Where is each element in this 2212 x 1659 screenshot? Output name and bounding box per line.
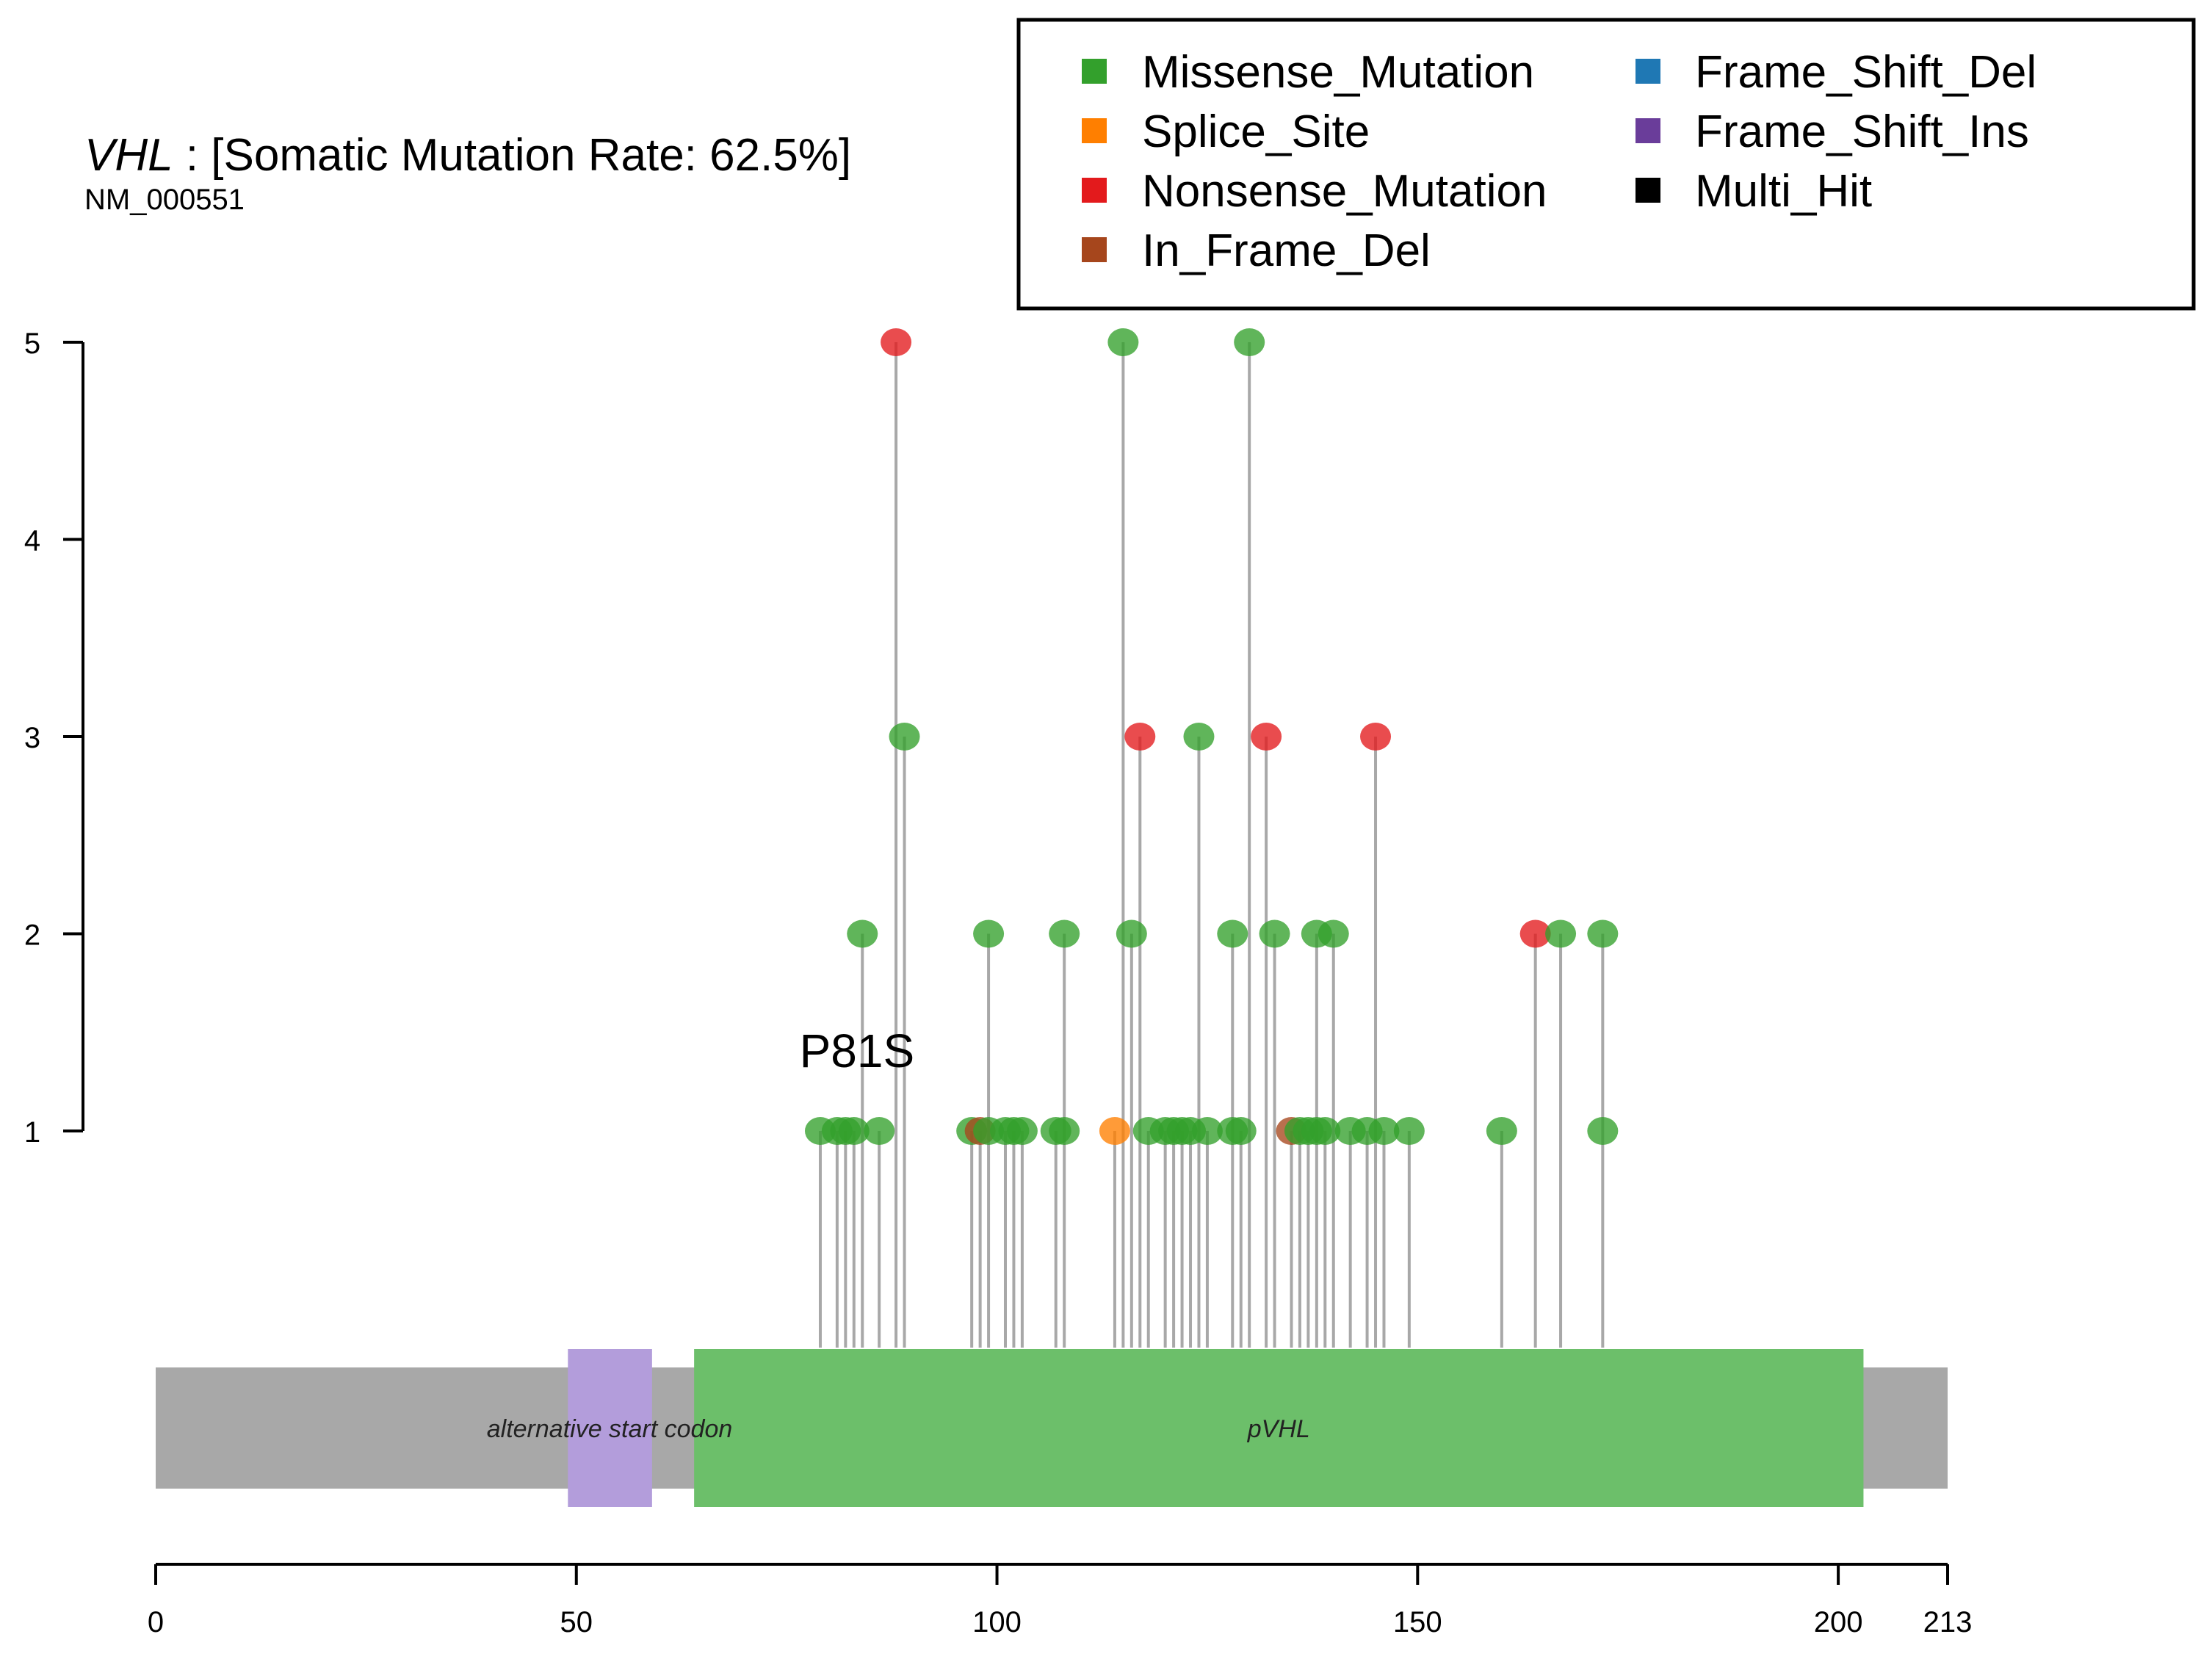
mutation-point [1251, 723, 1282, 751]
mutation-point [1259, 919, 1290, 948]
mutation-point [1393, 1117, 1425, 1145]
legend-label: Frame_Shift_Del [1695, 47, 2036, 98]
mutation-point [1124, 723, 1156, 751]
chart-title: VHL : [Somatic Mutation Rate: 62.5%] [84, 130, 851, 181]
mutation-point [1587, 919, 1619, 948]
x-axis: 0 50 100 150 200 213 [148, 1563, 1973, 1638]
protein-domain [694, 1349, 1864, 1507]
x-tick-label: 150 [1393, 1606, 1442, 1638]
domain-label: pVHL [1247, 1415, 1310, 1443]
legend-swatch [1635, 178, 1660, 203]
mutation-point [1234, 328, 1265, 356]
legend-label: Multi_Hit [1695, 166, 1872, 217]
mutation-point [1545, 919, 1577, 948]
legend-swatch [1082, 118, 1107, 143]
mutation-point [1116, 919, 1147, 948]
title-suffix: : [Somatic Mutation Rate: 62.5%] [173, 130, 852, 181]
y-axis: 1 2 3 4 5 [24, 328, 84, 1149]
stems [818, 342, 1605, 1348]
x-tick-label: 200 [1814, 1606, 1863, 1638]
x-tick-label: 0 [148, 1606, 164, 1638]
points [804, 328, 1619, 1145]
protein-track: alternative start codon pVHL [156, 1349, 1948, 1507]
mutation-point [1368, 1117, 1400, 1145]
legend-label: Nonsense_Mutation [1142, 166, 1547, 217]
mutation-point [1519, 919, 1551, 948]
mutation-point [1191, 1117, 1223, 1145]
legend-frame [1016, 18, 2196, 311]
mutation-point [889, 723, 920, 751]
mutation-point [864, 1117, 895, 1145]
mutation-point [1049, 1117, 1080, 1145]
legend-label: Frame_Shift_Ins [1695, 106, 2029, 157]
mutation-point [1360, 723, 1392, 751]
legend-swatch [1635, 59, 1660, 84]
legend-swatch [1082, 237, 1107, 262]
legend-swatch [1635, 118, 1660, 143]
mutation-point [1107, 328, 1139, 356]
mutation-lollipops [804, 328, 1619, 1348]
mutation-point [1006, 1117, 1038, 1145]
legend-label: In_Frame_Del [1142, 225, 1431, 276]
mutation-point [1225, 1117, 1257, 1145]
annotation-label: P81S [800, 1024, 915, 1077]
mutation-point [838, 1117, 870, 1145]
legend-swatch [1082, 59, 1107, 84]
y-tick-label: 2 [24, 919, 40, 952]
mutation-point [1486, 1117, 1517, 1145]
y-tick-label: 1 [24, 1116, 40, 1149]
gene-name: VHL [84, 130, 173, 181]
legend: Missense_Mutation Splice_Site Nonsense_Mut… [1016, 18, 2196, 311]
protein-domain [568, 1349, 652, 1507]
y-tick-label: 5 [24, 328, 40, 360]
legend-label: Missense_Mutation [1142, 47, 1534, 98]
legend-label: Splice_Site [1142, 106, 1370, 157]
mutation-point [1309, 1117, 1341, 1145]
mutation-point [1587, 1117, 1619, 1145]
x-tick-label: 50 [560, 1606, 593, 1638]
y-tick-label: 4 [24, 525, 40, 557]
mutation-point [1183, 723, 1215, 751]
mutation-point [1318, 919, 1349, 948]
mutation-point [847, 919, 878, 948]
mutation-point [973, 919, 1005, 948]
chart-subtitle: NM_000551 [84, 184, 245, 216]
mutation-point [1099, 1117, 1130, 1145]
x-tick-label: 100 [972, 1606, 1022, 1638]
mutation-point [1217, 919, 1248, 948]
mutation-point [1049, 919, 1080, 948]
legend-swatch [1082, 178, 1107, 203]
y-tick-label: 3 [24, 722, 40, 754]
mutation-point [881, 328, 912, 356]
x-tick-label: 213 [1923, 1606, 1973, 1638]
domain-label: alternative start codon [487, 1415, 733, 1443]
